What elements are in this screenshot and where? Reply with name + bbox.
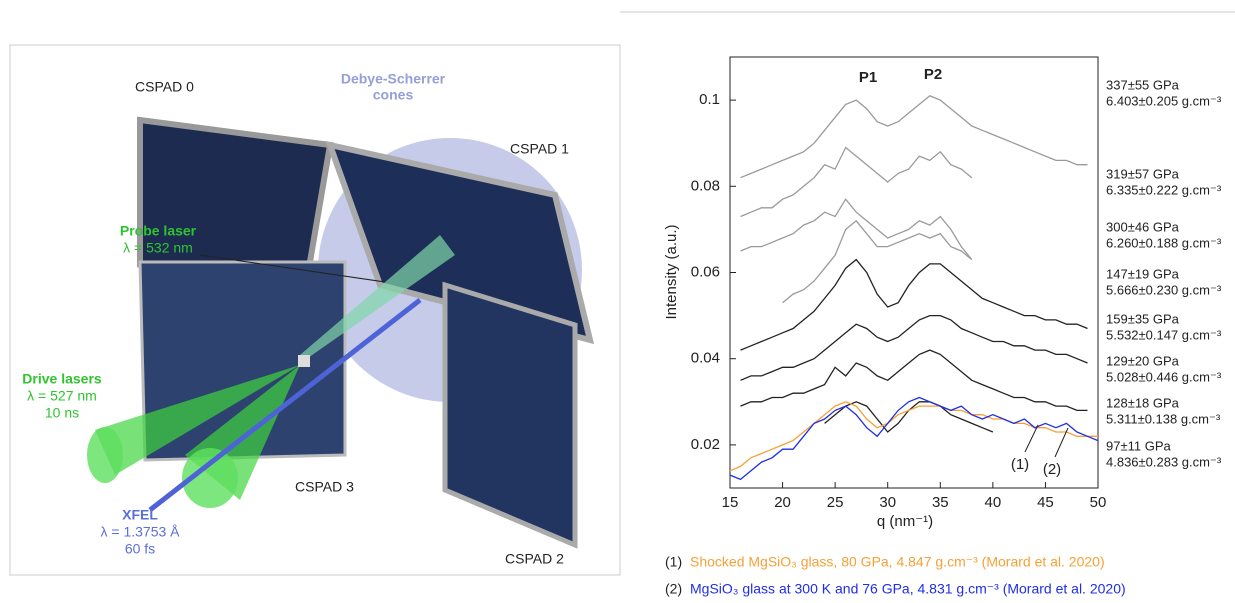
x-tick-label: 45 <box>1037 494 1054 511</box>
y-tick-label: 0.1 <box>699 91 720 108</box>
annotation: P2 <box>924 66 942 83</box>
label: λ = 532 nm <box>123 240 193 256</box>
series-line <box>740 95 1088 179</box>
series-label: 97±11 GPa <box>1106 438 1171 453</box>
x-tick-label: 15 <box>722 494 739 511</box>
series-label: 300±46 GPa <box>1106 219 1180 234</box>
label: Drive lasers <box>22 371 102 387</box>
series-line <box>740 349 1088 412</box>
x-tick-label: 35 <box>932 494 949 511</box>
x-axis-label: q (nm⁻¹) <box>877 513 933 530</box>
x-tick-label: 40 <box>985 494 1002 511</box>
series-density: 5.532±0.147 g.cm⁻³ <box>1106 327 1222 342</box>
label: λ = 1.3753 Å <box>100 524 180 540</box>
legend-key: (2) <box>665 581 682 597</box>
series-density: 6.260±0.188 g.cm⁻³ <box>1106 235 1222 250</box>
label: XFEL <box>122 507 158 523</box>
x-tick-label: 50 <box>1090 494 1107 511</box>
annotation: (2) <box>1043 461 1061 478</box>
target <box>298 355 310 367</box>
series-line <box>782 219 973 304</box>
diagram: Debye-Scherrer cones CSPAD 0 CSPAD 1 CSP… <box>9 11 1235 576</box>
probe-cone <box>300 235 455 360</box>
x-tick-label: 25 <box>827 494 844 511</box>
label: Debye-Scherrer <box>341 71 446 87</box>
series-density: 6.335±0.222 g.cm⁻³ <box>1106 182 1222 197</box>
annotation: P1 <box>859 69 877 86</box>
legend-label: Shocked MgSiO₃ glass, 80 GPa, 4.847 g.cm… <box>690 554 1105 570</box>
label: cones <box>373 87 414 103</box>
plot-frame <box>729 56 1099 489</box>
label: CSPAD 0 <box>135 79 194 95</box>
series-label: 128±18 GPa <box>1106 395 1180 410</box>
label: Probe laser <box>120 223 197 239</box>
y-tick-label: 0.06 <box>691 263 720 280</box>
detector <box>325 140 595 345</box>
series-density: 5.311±0.138 g.cm⁻³ <box>1106 411 1221 426</box>
y-axis-label: Intensity (a.u.) <box>663 224 680 319</box>
annotation-pointer <box>1054 427 1069 458</box>
drive-cone <box>182 448 238 508</box>
series-density: 6.403±0.205 g.cm⁻³ <box>1106 93 1222 108</box>
label: CSPAD 2 <box>505 551 564 567</box>
series-line <box>740 198 973 261</box>
x-tick-label: 30 <box>879 494 896 511</box>
drive-cone <box>87 427 123 483</box>
xfel-beam <box>148 298 422 512</box>
legend-label: MgSiO₃ glass at 300 K and 76 GPa, 4.831 … <box>690 581 1126 597</box>
series-label: 319±57 GPa <box>1106 166 1180 181</box>
series-density: 4.836±0.283 g.cm⁻³ <box>1106 454 1222 469</box>
label: CSPAD 3 <box>295 479 354 495</box>
x-tick-label: 20 <box>774 494 791 511</box>
series-line <box>740 146 973 218</box>
label: 10 ns <box>45 405 79 421</box>
drive-cone <box>95 365 300 475</box>
annotation: (1) <box>1011 456 1029 473</box>
y-tick-label: 0.04 <box>691 350 720 367</box>
series-line <box>740 314 1088 381</box>
y-tick-label: 0.02 <box>691 436 720 453</box>
series-label: 147±19 GPa <box>1106 266 1180 281</box>
series-label: 337±55 GPa <box>1106 77 1180 92</box>
detector <box>442 281 578 549</box>
series-label: 129±20 GPa <box>1106 353 1180 368</box>
pointer <box>199 254 386 283</box>
series-line <box>824 401 994 433</box>
series-density: 5.666±0.230 g.cm⁻³ <box>1106 282 1222 297</box>
series-line <box>740 258 1088 351</box>
panel-border <box>9 44 621 576</box>
y-tick-label: 0.08 <box>691 177 720 194</box>
annotation-pointer <box>1024 424 1039 453</box>
series-label: 159±35 GPa <box>1106 311 1180 326</box>
label: 60 fs <box>125 541 155 557</box>
label: CSPAD 1 <box>510 141 569 157</box>
legend-key: (1) <box>665 554 682 570</box>
series-density: 5.028±0.446 g.cm⁻³ <box>1106 369 1222 384</box>
label: λ = 527 nm <box>27 388 97 404</box>
